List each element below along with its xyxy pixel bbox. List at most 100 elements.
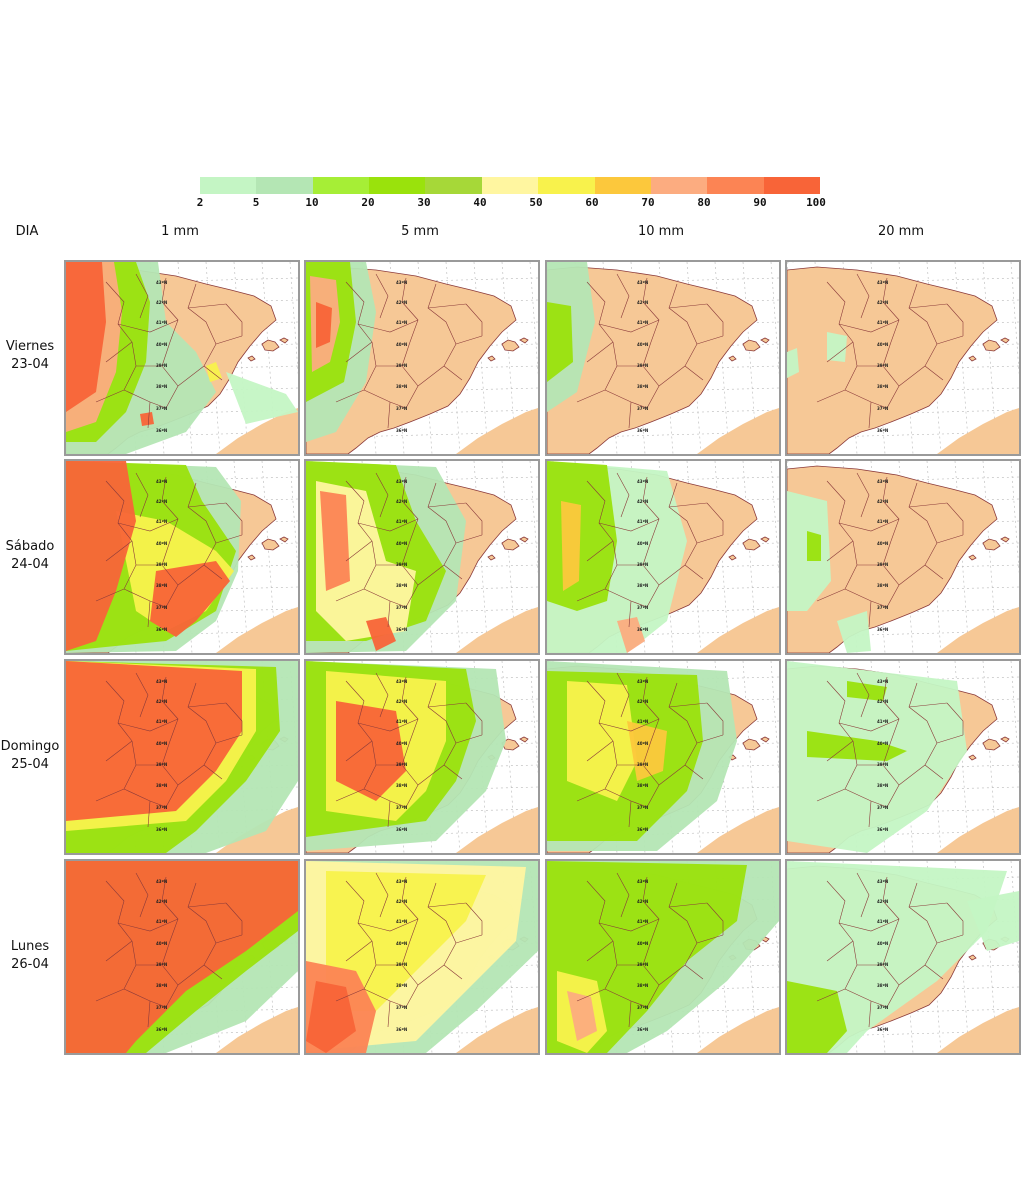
precip-area — [787, 981, 847, 1053]
province-border — [668, 482, 698, 544]
latitude-label: 43ºN — [877, 879, 888, 884]
province-border — [576, 389, 606, 403]
province-border — [225, 702, 243, 735]
latitude-label: 42ºN — [877, 899, 888, 904]
province-border — [335, 988, 365, 1002]
province-border — [135, 472, 149, 518]
parallel-line — [547, 1030, 779, 1038]
province-border — [387, 401, 391, 429]
parallel-line — [787, 830, 1019, 838]
province-border — [177, 764, 205, 786]
precip-area — [567, 991, 597, 1041]
latitude-label: 42ºN — [877, 300, 888, 305]
precip-map: 43ºN 42ºN 41ºN 40ºN 39ºN 38ºN 37ºN 36ºN — [66, 861, 298, 1053]
precip-area — [320, 491, 350, 591]
latitude-labels: 43ºN 42ºN 41ºN 40ºN 39ºN 38ºN 37ºN 36ºN — [877, 679, 888, 832]
legend-swatch — [481, 177, 539, 194]
parallel-line — [787, 630, 1019, 638]
precip-area — [967, 891, 1019, 951]
legend-tick: 10 — [305, 196, 319, 209]
province-border — [95, 788, 125, 802]
province-border — [838, 718, 900, 732]
latitude-label: 40ºN — [156, 941, 167, 946]
province-border — [826, 740, 854, 762]
color-legend: 2 5 10 20 30 40 50 60 70 80 90 100 — [197, 177, 826, 211]
map-panel-viernes-5mm: 43ºN 42ºN 41ºN 40ºN 39ºN 38ºN 37ºN 36ºN — [304, 260, 540, 456]
province-border — [215, 934, 243, 944]
province-border — [401, 876, 419, 942]
province-border — [868, 1000, 872, 1028]
latitude-label: 37ºN — [877, 605, 888, 610]
latitude-label: 38ºN — [877, 983, 888, 988]
province-border — [345, 281, 373, 343]
latitude-label: 39ºN — [877, 363, 888, 368]
province-border — [427, 303, 467, 309]
latitude-label: 38ºN — [156, 783, 167, 788]
latitude-label: 39ºN — [156, 363, 167, 368]
province-border — [816, 389, 846, 403]
latitude-label: 36ºN — [396, 627, 407, 632]
balearic-island — [1000, 337, 1010, 344]
province-border — [936, 534, 964, 544]
latitude-label: 41ºN — [637, 919, 648, 924]
province-border — [105, 281, 133, 343]
row-label-viernes: Viernes 23-04 — [0, 338, 60, 374]
province-border — [826, 540, 854, 562]
africa-land — [456, 408, 538, 454]
map-panel-lunes-5mm: 43ºN 42ºN 41ºN 40ºN 39ºN 38ºN 37ºN 36ºN — [304, 859, 540, 1055]
latitude-label: 41ºN — [877, 320, 888, 325]
province-border — [105, 680, 133, 742]
latitude-label: 36ºN — [396, 827, 407, 832]
precip-map: 43ºN 42ºN 41ºN 40ºN 39ºN 38ºN 37ºN 36ºN — [306, 461, 538, 653]
latitude-labels: 43ºN 42ºN 41ºN 40ºN 39ºN 38ºN 37ºN 36ºN — [637, 280, 648, 433]
province-borders — [576, 472, 724, 628]
province-border — [908, 702, 948, 708]
province-border — [628, 600, 632, 628]
latitude-labels: 43ºN 42ºN 41ºN 40ºN 39ºN 38ºN 37ºN 36ºN — [396, 479, 407, 632]
province-border — [345, 940, 373, 962]
parallel-line — [66, 431, 298, 439]
balearic-island — [968, 754, 977, 761]
province-border — [387, 600, 391, 628]
precip-area — [807, 531, 821, 561]
province-border — [706, 702, 724, 735]
province-border — [696, 934, 724, 944]
meridian-line — [1010, 861, 1019, 975]
latitude-label: 43ºN — [156, 280, 167, 285]
province-border — [642, 676, 660, 742]
balearic-island — [519, 337, 529, 344]
latitude-label: 40ºN — [637, 941, 648, 946]
province-border — [417, 964, 445, 986]
province-border — [465, 702, 483, 735]
latitude-label: 41ºN — [877, 919, 888, 924]
province-border — [161, 740, 179, 808]
map-panel-domingo-20mm: 43ºN 42ºN 41ºN 40ºN 39ºN 38ºN 37ºN 36ºN — [785, 659, 1021, 855]
province-border — [826, 281, 854, 343]
precip-map: 43ºN 42ºN 41ºN 40ºN 39ºN 38ºN 37ºN 36ºN — [306, 861, 538, 1053]
province-border — [898, 764, 926, 786]
africa-land — [937, 408, 1019, 454]
province-border — [882, 876, 900, 942]
legend-swatch — [650, 177, 708, 194]
precip-area — [66, 861, 298, 1053]
latitude-label: 42ºN — [156, 499, 167, 504]
province-border — [628, 800, 632, 828]
latitude-labels: 43ºN 42ºN 41ºN 40ºN 39ºN 38ºN 37ºN 36ºN — [396, 679, 407, 832]
province-border — [95, 588, 125, 602]
province-border — [586, 940, 614, 962]
balearic-island — [261, 538, 280, 551]
meridian-line — [770, 461, 779, 575]
precip-area — [547, 302, 573, 382]
province-border — [658, 764, 686, 786]
province-border — [668, 303, 708, 309]
province-border — [838, 518, 900, 532]
province-border — [826, 880, 854, 942]
province-border — [642, 476, 660, 542]
province-border — [598, 518, 660, 532]
legend-swatch — [312, 177, 370, 194]
province-border — [576, 988, 606, 1002]
balearic-island — [1000, 736, 1010, 743]
province-border — [908, 902, 948, 908]
province-border — [826, 480, 854, 542]
latitude-label: 40ºN — [396, 342, 407, 347]
